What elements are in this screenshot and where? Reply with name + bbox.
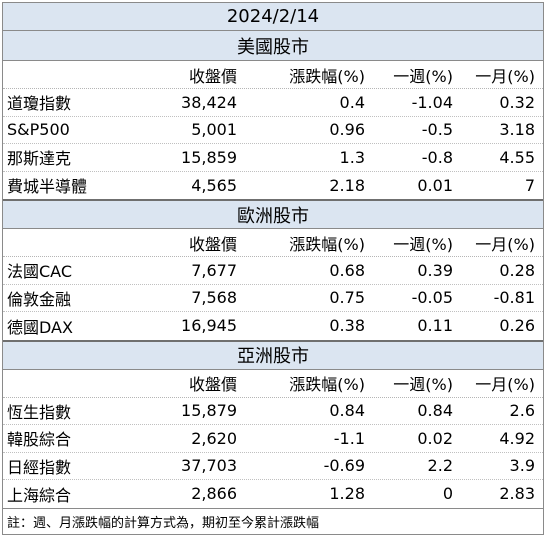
cell-name: 韓股綜合 bbox=[7, 430, 72, 450]
section-title: 亞洲股市 bbox=[237, 346, 309, 367]
table-row: 倫敦金融 7,568 0.75 -0.05 -0.81 bbox=[3, 285, 543, 312]
cell-week: -0.05 bbox=[411, 288, 453, 308]
table-row: 費城半導體 4,565 2.18 0.01 7 bbox=[3, 172, 543, 200]
column-header-row: 收盤價 漲跌幅(%) 一週(%) 一月(%) bbox=[3, 61, 543, 89]
cell-month: 2.83 bbox=[499, 484, 535, 504]
cell-close: 2,620 bbox=[191, 428, 237, 448]
cell-week: 0.02 bbox=[417, 428, 453, 448]
cell-month: 3.9 bbox=[509, 456, 535, 476]
column-header-row: 收盤價 漲跌幅(%) 一週(%) 一月(%) bbox=[3, 229, 543, 257]
cell-change: 1.28 bbox=[329, 484, 365, 504]
table-title: 2024/2/14 bbox=[3, 2, 543, 31]
cell-change: 0.96 bbox=[329, 120, 365, 140]
cell-name: 德國DAX bbox=[7, 317, 73, 337]
cell-month: 4.92 bbox=[499, 428, 535, 448]
section-header: 亞洲股市 bbox=[3, 339, 543, 370]
cell-month: -0.81 bbox=[493, 288, 535, 308]
cell-change: 0.75 bbox=[329, 288, 365, 308]
cell-close: 4,565 bbox=[191, 175, 237, 195]
cell-week: 0.84 bbox=[417, 401, 453, 421]
cell-month: 7 bbox=[524, 175, 535, 195]
table-row: S&P500 5,001 0.96 -0.5 3.18 bbox=[3, 117, 543, 144]
cell-month: 2.6 bbox=[509, 401, 535, 421]
cell-change: 2.18 bbox=[329, 175, 365, 195]
section-block: 亞洲股市 收盤價 漲跌幅(%) 一週(%) 一月(%) 恆生指數 15,879 0.84 0.8… bbox=[3, 339, 543, 508]
cell-close: 38,424 bbox=[181, 92, 237, 112]
cell-week: 0.39 bbox=[417, 260, 453, 280]
cell-name: 那斯達克 bbox=[7, 149, 72, 169]
cell-change: -0.69 bbox=[323, 456, 365, 476]
cell-close: 5,001 bbox=[191, 120, 237, 140]
column-header-month: 一月(%) bbox=[475, 66, 535, 86]
cell-close: 15,859 bbox=[181, 147, 237, 167]
column-header-week: 一週(%) bbox=[393, 375, 453, 394]
cell-week: -0.8 bbox=[421, 147, 453, 167]
footnote: 註：週、月漲跌幅的計算方式為，期初至今累計漲跌幅 bbox=[3, 507, 543, 535]
cell-name: 費城半導體 bbox=[7, 177, 88, 197]
table-title-text: 2024/2/14 bbox=[226, 6, 320, 27]
table-row: 那斯達克 15,859 1.3 -0.8 4.55 bbox=[3, 144, 543, 172]
cell-change: 0.84 bbox=[329, 401, 365, 421]
section-title: 美國股市 bbox=[237, 36, 309, 58]
cell-week: 0.11 bbox=[417, 316, 453, 336]
cell-name: 道瓊指數 bbox=[7, 94, 72, 114]
section-block: 美國股市 收盤價 漲跌幅(%) 一週(%) 一月(%) 道瓊指數 38,424 0.4 -1.0… bbox=[3, 31, 543, 199]
column-header-close: 收盤價 bbox=[188, 375, 237, 394]
cell-month: 4.55 bbox=[499, 147, 535, 167]
cell-week: -1.04 bbox=[411, 92, 453, 112]
column-header-change: 漲跌幅(%) bbox=[289, 375, 365, 394]
column-header-change: 漲跌幅(%) bbox=[289, 234, 365, 254]
cell-name: 倫敦金融 bbox=[7, 289, 72, 309]
cell-close: 2,866 bbox=[191, 484, 237, 504]
cell-name: 恆生指數 bbox=[7, 402, 72, 422]
cell-month: 3.18 bbox=[499, 120, 535, 140]
cell-change: 0.38 bbox=[329, 316, 365, 336]
column-header-month: 一月(%) bbox=[475, 375, 535, 394]
cell-close: 7,568 bbox=[191, 288, 237, 308]
cell-week: 0 bbox=[442, 484, 453, 504]
footnote-text: 註：週、月漲跌幅的計算方式為，期初至今累計漲跌幅 bbox=[7, 515, 320, 531]
cell-name: S&P500 bbox=[7, 120, 70, 140]
section-title: 歐洲股市 bbox=[237, 205, 309, 227]
cell-name: 上海綜合 bbox=[7, 485, 72, 505]
table-row: 法國CAC 7,677 0.68 0.39 0.28 bbox=[3, 257, 543, 285]
column-header-close: 收盤價 bbox=[188, 234, 237, 254]
cell-change: 0.4 bbox=[339, 92, 365, 112]
cell-week: 0.01 bbox=[417, 175, 453, 195]
table-row: 道瓊指數 38,424 0.4 -1.04 0.32 bbox=[3, 89, 543, 117]
cell-close: 7,677 bbox=[191, 260, 237, 280]
cell-month: 0.32 bbox=[499, 92, 535, 112]
cell-change: 1.3 bbox=[339, 147, 365, 167]
table-row: 德國DAX 16,945 0.38 0.11 0.26 bbox=[3, 312, 543, 340]
section-header: 歐洲股市 bbox=[3, 199, 543, 229]
column-header-month: 一月(%) bbox=[475, 234, 535, 254]
cell-close: 16,945 bbox=[181, 316, 237, 336]
cell-name: 法國CAC bbox=[7, 262, 73, 282]
column-header-row: 收盤價 漲跌幅(%) 一週(%) 一月(%) bbox=[3, 370, 543, 398]
cell-name: 日經指數 bbox=[7, 457, 72, 477]
table-row: 恆生指數 15,879 0.84 0.84 2.6 bbox=[3, 398, 543, 425]
cell-month: 0.26 bbox=[499, 316, 535, 336]
table-row: 上海綜合 2,866 1.28 0 2.83 bbox=[3, 480, 543, 508]
cell-change: 0.68 bbox=[329, 260, 365, 280]
section-header: 美國股市 bbox=[3, 31, 543, 61]
cell-month: 0.28 bbox=[499, 260, 535, 280]
section-block: 歐洲股市 收盤價 漲跌幅(%) 一週(%) 一月(%) 法國CAC 7,677 0.68 0.3… bbox=[3, 199, 543, 340]
sections-container: 美國股市 收盤價 漲跌幅(%) 一週(%) 一月(%) 道瓊指數 38,424 0.4 -1.0… bbox=[3, 31, 543, 508]
table-row: 韓股綜合 2,620 -1.1 0.02 4.92 bbox=[3, 425, 543, 453]
column-header-week: 一週(%) bbox=[393, 66, 453, 86]
table-row: 日經指數 37,703 -0.69 2.2 3.9 bbox=[3, 453, 543, 480]
cell-change: -1.1 bbox=[333, 428, 365, 448]
column-header-change: 漲跌幅(%) bbox=[289, 66, 365, 86]
cell-week: 2.2 bbox=[427, 456, 453, 476]
cell-week: -0.5 bbox=[421, 120, 453, 140]
cell-close: 15,879 bbox=[181, 401, 237, 421]
column-header-week: 一週(%) bbox=[393, 234, 453, 254]
cell-close: 37,703 bbox=[181, 456, 237, 476]
column-header-close: 收盤價 bbox=[188, 66, 237, 86]
